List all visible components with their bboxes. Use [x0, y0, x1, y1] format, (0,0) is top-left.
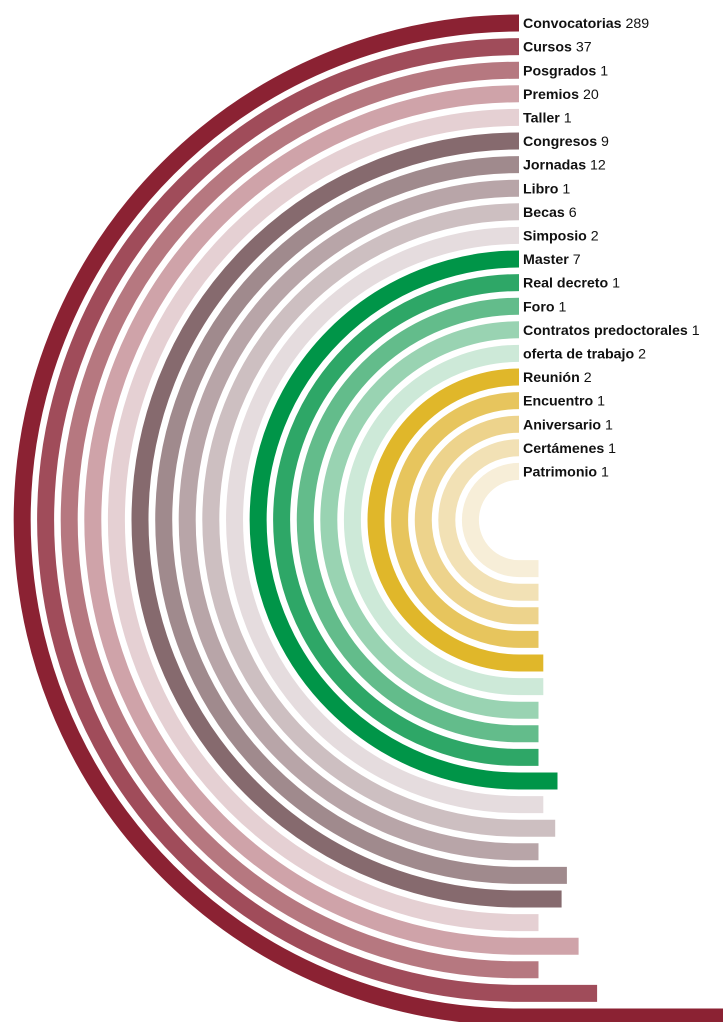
label-aniversario: Aniversario 1: [523, 417, 613, 433]
bar-libro: [178, 179, 539, 861]
label-cursos: Cursos 37: [523, 40, 592, 56]
bar-becas: [202, 203, 556, 837]
bar-certamenes: [438, 439, 539, 601]
label-master: Master 7: [523, 252, 581, 268]
bar-cursos: [37, 38, 598, 1002]
label-foro: Foro 1: [523, 299, 566, 315]
label-encuentro: Encuentro 1: [523, 394, 605, 410]
label-certamenes: Certámenes 1: [523, 441, 616, 457]
label-libro: Libro 1: [523, 181, 570, 197]
label-jornadas: Jornadas 12: [523, 158, 606, 174]
label-convocatorias: Convocatorias 289: [523, 16, 649, 32]
bar-taller: [107, 108, 539, 932]
label-contratos-predoctorales: Contratos predoctorales 1: [523, 323, 700, 339]
bar-contratos-predoctorales: [320, 321, 539, 719]
label-taller: Taller 1: [523, 111, 572, 127]
bar-real-decreto: [273, 274, 539, 766]
label-congresos: Congresos 9: [523, 134, 609, 150]
bar-master: [249, 250, 558, 790]
label-oferta-de-trabajo: oferta de trabajo 2: [523, 347, 646, 363]
label-real-decreto: Real decreto 1: [523, 276, 620, 292]
label-premios: Premios 20: [523, 87, 599, 103]
bar-aniversario: [414, 415, 539, 625]
bar-patrimonio: [461, 462, 539, 578]
label-becas: Becas 6: [523, 205, 577, 221]
label-posgrados: Posgrados 1: [523, 63, 608, 79]
bar-foro: [296, 297, 539, 743]
label-patrimonio: Patrimonio 1: [523, 465, 609, 481]
bar-jornadas: [155, 156, 567, 884]
bar-simposio: [225, 226, 544, 814]
bar-reunion: [367, 368, 544, 672]
bar-premios: [84, 85, 579, 955]
bar-convocatorias: [13, 14, 723, 1022]
bar-oferta-de-trabajo: [343, 344, 544, 696]
label-simposio: Simposio 2: [523, 229, 599, 245]
label-reunion: Reunión 2: [523, 370, 592, 386]
bar-encuentro: [391, 392, 539, 648]
bar-congresos: [131, 132, 562, 908]
bar-posgrados: [60, 61, 539, 979]
